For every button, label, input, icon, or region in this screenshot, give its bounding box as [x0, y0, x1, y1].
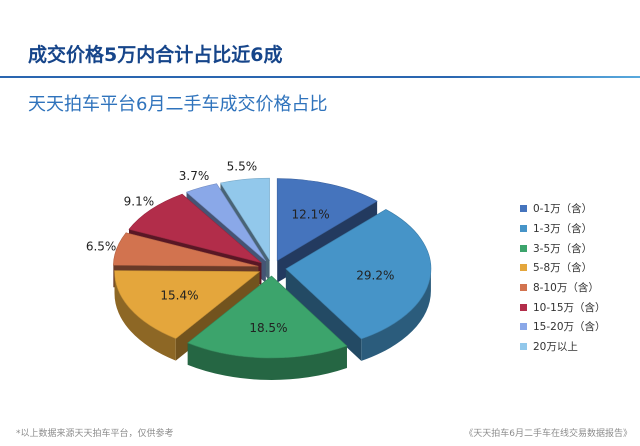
legend-item-2: 3-5万（含） [520, 238, 606, 258]
header-divider [0, 76, 640, 78]
legend-swatch [520, 343, 527, 351]
legend-swatch [520, 323, 527, 331]
legend-item-3: 5-8万（含） [520, 258, 606, 278]
legend-label: 3-5万（含） [533, 242, 593, 255]
pie-slice-2 [187, 275, 348, 380]
legend-item-6: 15-20万（含） [520, 317, 606, 337]
legend-swatch [520, 264, 527, 272]
legend-item-4: 8-10万（含） [520, 278, 606, 298]
slice-label-2: 18.5% [249, 321, 287, 335]
legend-swatch [520, 303, 527, 311]
legend-item-0: 0-1万（含） [520, 199, 606, 219]
legend-label: 5-8万（含） [533, 262, 593, 275]
legend-label: 20万以上 [533, 341, 578, 354]
legend-label: 15-20万（含） [533, 321, 606, 334]
legend-swatch [520, 284, 527, 292]
slice-label-7: 5.5% [227, 160, 258, 174]
legend-item-1: 1-3万（含） [520, 219, 606, 239]
slice-label-5: 9.1% [124, 194, 155, 208]
legend-label: 1-3万（含） [533, 223, 593, 236]
slice-label-1: 29.2% [356, 268, 394, 282]
pie-slice-1 [285, 209, 432, 361]
legend-item-7: 20万以上 [520, 337, 606, 357]
slice-label-0: 12.1% [291, 207, 329, 221]
slice-label-6: 3.7% [179, 169, 210, 183]
legend-swatch [520, 244, 527, 252]
page-headline: 成交价格5万内合计占比近6成 [28, 44, 283, 66]
source-note: *以上数据来源天天拍车平台，仅供参考 [16, 429, 174, 439]
legend-label: 0-1万（含） [533, 203, 593, 216]
slice-label-4: 6.5% [86, 240, 117, 254]
report-name: 《天天拍车6月二手车在线交易数据报告》 [464, 429, 632, 439]
legend-label: 8-10万（含） [533, 282, 599, 295]
legend-swatch [520, 225, 527, 233]
legend-label: 10-15万（含） [533, 301, 606, 314]
slice-label-3: 15.4% [160, 289, 198, 303]
chart-legend: 0-1万（含） 1-3万（含） 3-5万（含） 5-8万（含） 8-10万（含） 10-1… [520, 199, 606, 357]
chart-subtitle: 天天拍车平台6月二手车成交价格占比 [28, 94, 328, 115]
legend-item-5: 10-15万（含） [520, 297, 606, 317]
legend-swatch [520, 205, 527, 213]
